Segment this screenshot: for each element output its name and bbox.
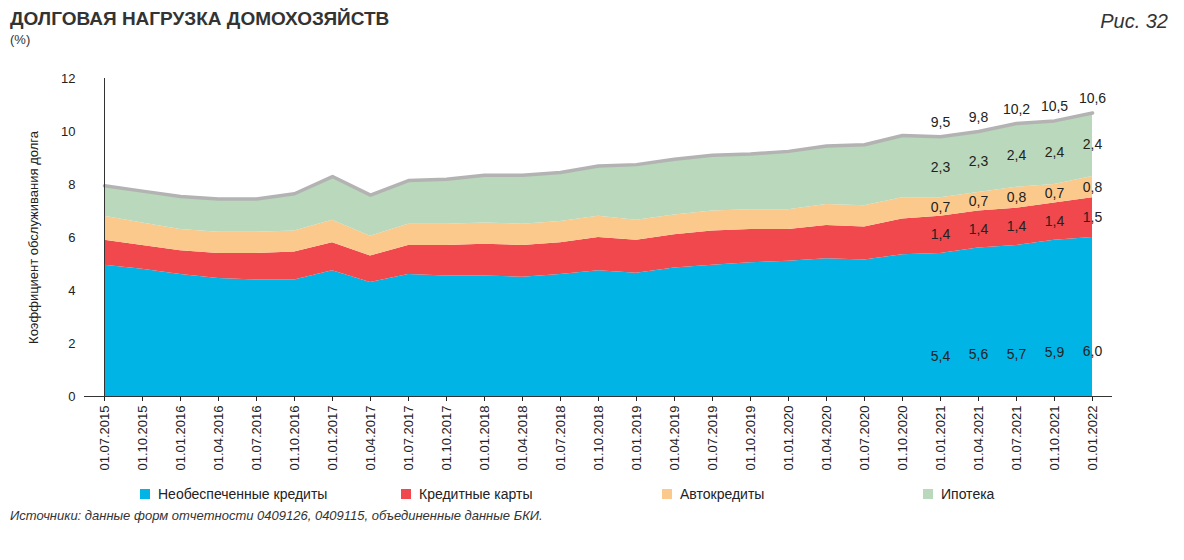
svg-text:6: 6 [68, 230, 75, 245]
svg-text:1,5: 1,5 [1083, 209, 1103, 225]
svg-text:Коэффициент обслуживания долга: Коэффициент обслуживания долга [26, 130, 41, 344]
svg-text:0,8: 0,8 [1083, 179, 1103, 195]
svg-text:1,4: 1,4 [1045, 213, 1065, 229]
svg-text:9,5: 9,5 [931, 114, 951, 130]
svg-text:01.04.2021: 01.04.2021 [971, 406, 986, 471]
html-text:Автокредиты: Автокредиты [680, 486, 765, 502]
svg-text:6,0: 6,0 [1083, 343, 1103, 359]
svg-text:4: 4 [68, 283, 75, 298]
svg-text:01.07.2015: 01.07.2015 [97, 406, 112, 471]
svg-text:2,3: 2,3 [969, 153, 989, 169]
svg-text:01.01.2017: 01.01.2017 [325, 406, 340, 471]
html-text:ДОЛГОВАЯ НАГРУЗКА ДОМОХОЗЯЙСТВ: ДОЛГОВАЯ НАГРУЗКА ДОМОХОЗЯЙСТВ [10, 8, 390, 29]
html-text:Необеспеченные кредиты: Необеспеченные кредиты [158, 486, 328, 502]
svg-text:8: 8 [68, 177, 75, 192]
html-text:Рис. 32: Рис. 32 [1100, 10, 1168, 32]
svg-text:01.07.2017: 01.07.2017 [401, 406, 416, 471]
svg-text:01.10.2016: 01.10.2016 [287, 406, 302, 471]
svg-text:10,5: 10,5 [1041, 98, 1068, 114]
svg-text:01.07.2019: 01.07.2019 [705, 406, 720, 471]
svg-text:2,4: 2,4 [1007, 147, 1027, 163]
svg-text:01.04.2020: 01.04.2020 [819, 406, 834, 471]
svg-text:01.01.2022: 01.01.2022 [1085, 406, 1100, 471]
svg-text:01.04.2016: 01.04.2016 [211, 406, 226, 471]
svg-text:01.01.2018: 01.01.2018 [477, 406, 492, 471]
svg-text:01.07.2016: 01.07.2016 [249, 406, 264, 471]
svg-text:0,8: 0,8 [1007, 189, 1027, 205]
svg-text:01.07.2018: 01.07.2018 [553, 406, 568, 471]
svg-text:1,4: 1,4 [969, 221, 989, 237]
svg-text:01.01.2020: 01.01.2020 [781, 406, 796, 471]
svg-text:01.04.2017: 01.04.2017 [363, 406, 378, 471]
svg-text:01.07.2020: 01.07.2020 [857, 406, 872, 471]
svg-text:0,7: 0,7 [969, 193, 989, 209]
html-text:Ипотека: Ипотека [941, 486, 995, 502]
svg-text:01.04.2019: 01.04.2019 [667, 406, 682, 471]
html-text:Кредитные карты: Кредитные карты [419, 486, 533, 502]
svg-text:1,4: 1,4 [1007, 218, 1027, 234]
svg-text:01.01.2019: 01.01.2019 [629, 406, 644, 471]
svg-text:0,7: 0,7 [1045, 185, 1065, 201]
svg-text:10: 10 [61, 124, 75, 139]
svg-text:5,4: 5,4 [931, 348, 951, 364]
html-text:Источники: данные форм отчетно: Источники: данные форм отчетности 040912… [10, 508, 543, 523]
svg-text:0,7: 0,7 [931, 199, 951, 215]
svg-text:10,6: 10,6 [1079, 90, 1106, 106]
svg-text:2: 2 [68, 336, 75, 351]
svg-text:0: 0 [68, 389, 75, 404]
svg-text:01.04.2018: 01.04.2018 [515, 406, 530, 471]
svg-text:01.10.2021: 01.10.2021 [1047, 406, 1062, 471]
svg-text:10,2: 10,2 [1003, 101, 1030, 117]
svg-text:2,4: 2,4 [1045, 144, 1065, 160]
svg-text:5,9: 5,9 [1045, 344, 1065, 360]
svg-text:01.10.2017: 01.10.2017 [439, 406, 454, 471]
svg-text:12: 12 [61, 71, 75, 86]
svg-text:01.01.2021: 01.01.2021 [933, 406, 948, 471]
svg-text:9,8: 9,8 [969, 109, 989, 125]
svg-text:5,6: 5,6 [969, 346, 989, 362]
svg-text:2,3: 2,3 [931, 159, 951, 175]
svg-text:01.01.2016: 01.01.2016 [173, 406, 188, 471]
svg-text:2,4: 2,4 [1083, 136, 1103, 152]
svg-text:5,7: 5,7 [1007, 346, 1027, 362]
svg-text:01.10.2020: 01.10.2020 [895, 406, 910, 471]
svg-text:01.07.2021: 01.07.2021 [1009, 406, 1024, 471]
svg-text:01.10.2018: 01.10.2018 [591, 406, 606, 471]
svg-text:1,4: 1,4 [931, 226, 951, 242]
svg-text:01.10.2015: 01.10.2015 [135, 406, 150, 471]
svg-text:01.10.2019: 01.10.2019 [743, 406, 758, 471]
